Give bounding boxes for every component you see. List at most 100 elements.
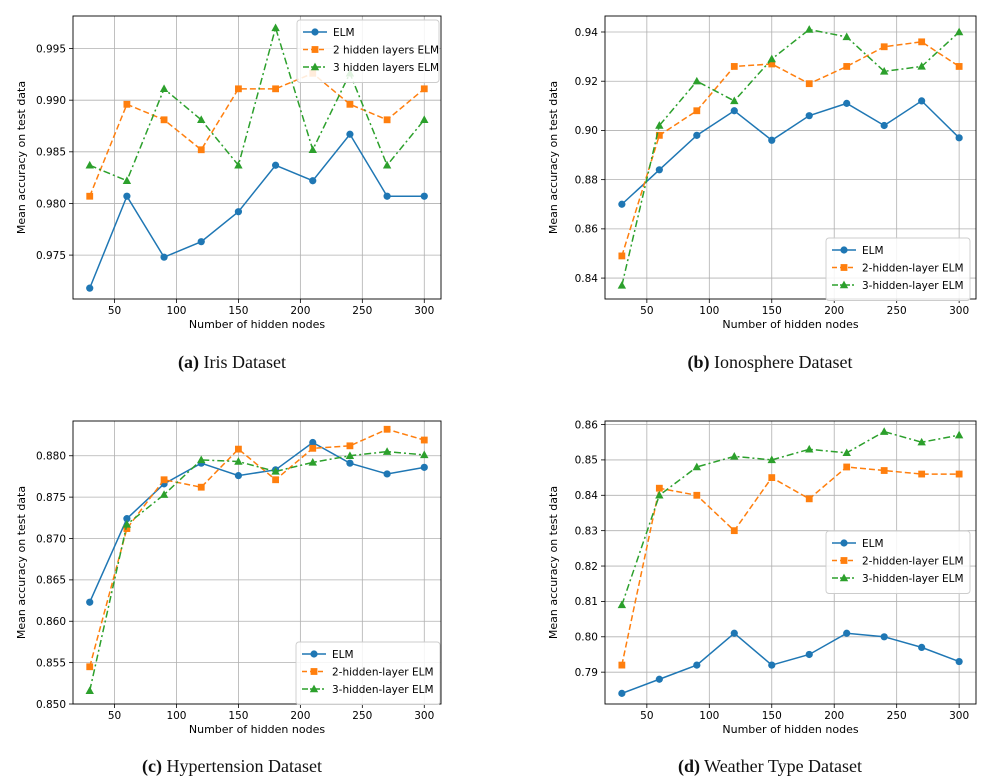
legend-marker xyxy=(311,28,319,36)
data-point xyxy=(122,520,132,528)
series-line xyxy=(89,132,425,289)
data-point xyxy=(309,177,317,185)
data-point xyxy=(383,425,391,433)
data-point xyxy=(235,85,242,93)
data-point xyxy=(917,62,926,70)
data-point xyxy=(918,643,926,652)
data-point xyxy=(955,134,963,142)
x-tick-label: 250 xyxy=(887,305,907,317)
y-axis-label: Mean accuracy on test data xyxy=(15,81,28,234)
legend-label: 3 hidden layers ELM xyxy=(333,62,439,74)
data-point xyxy=(234,208,243,216)
y-tick-label: 0.82 xyxy=(575,561,598,573)
y-axis-label: Mean accuracy on test data xyxy=(15,486,28,639)
data-point xyxy=(85,160,94,169)
data-point xyxy=(692,76,702,85)
y-tick-label: 0.88 xyxy=(575,174,598,186)
data-point xyxy=(805,25,814,33)
x-tick-label: 150 xyxy=(228,710,248,722)
data-point xyxy=(234,472,243,480)
x-tick-label: 50 xyxy=(108,305,121,317)
series-three xyxy=(617,427,964,609)
y-axis-label: Mean accuracy on test data xyxy=(547,81,560,234)
data-point xyxy=(955,657,963,666)
data-point xyxy=(843,629,851,637)
data-point xyxy=(843,463,851,471)
legend-marker xyxy=(839,573,849,582)
x-tick-label: 300 xyxy=(949,305,969,317)
data-point xyxy=(880,633,888,641)
legend-label: ELM xyxy=(862,245,884,257)
data-point xyxy=(235,445,242,453)
data-point xyxy=(768,661,776,669)
legend-marker xyxy=(309,684,319,693)
series-two xyxy=(86,425,428,671)
x-tick-label: 200 xyxy=(824,305,844,317)
series-two xyxy=(86,69,428,200)
series-line xyxy=(621,632,960,695)
legend-label: 2 hidden layers ELM xyxy=(333,44,439,56)
data-point xyxy=(917,437,926,446)
data-point xyxy=(420,85,428,93)
y-tick-label: 0.985 xyxy=(36,147,66,159)
x-tick-label: 250 xyxy=(352,710,372,722)
data-point xyxy=(382,160,392,169)
legend-marker xyxy=(840,264,848,271)
legend-marker xyxy=(310,650,318,658)
series-three xyxy=(85,447,429,694)
data-point xyxy=(86,284,94,292)
data-point xyxy=(768,474,776,481)
data-point xyxy=(805,650,813,659)
data-point xyxy=(346,130,354,138)
x-axis-label: Number of hidden nodes xyxy=(722,723,858,736)
data-point xyxy=(880,467,888,474)
x-tick-label: 100 xyxy=(699,710,719,722)
x-tick-label: 150 xyxy=(762,305,782,317)
y-tick-label: 0.880 xyxy=(36,451,66,463)
data-point xyxy=(730,63,738,70)
series-line xyxy=(88,450,425,691)
data-point xyxy=(767,54,776,63)
data-point xyxy=(383,470,391,478)
caption-d-text: Weather Type Dataset xyxy=(699,756,863,776)
x-tick-label: 50 xyxy=(640,710,653,722)
data-point xyxy=(617,600,627,609)
data-point xyxy=(123,515,131,523)
legend-marker xyxy=(840,557,848,564)
data-point xyxy=(197,455,206,464)
data-point xyxy=(160,476,168,484)
data-point xyxy=(308,457,317,466)
data-point xyxy=(86,192,94,200)
legend-label: 2-hidden-layer ELM xyxy=(862,262,964,274)
data-point xyxy=(955,470,963,478)
data-point xyxy=(617,281,627,289)
data-point xyxy=(730,629,738,637)
x-axis-label: Number of hidden nodes xyxy=(189,318,325,331)
data-point xyxy=(382,447,392,455)
legend-label: 3-hidden-layer ELM xyxy=(862,573,964,585)
series-two xyxy=(618,463,963,669)
data-point xyxy=(767,455,776,464)
data-point xyxy=(655,675,663,683)
legend-label: 2-hidden-layer ELM xyxy=(862,555,964,567)
data-point xyxy=(879,427,889,435)
legend-label: 2-hidden-layer ELM xyxy=(332,666,434,678)
x-axis-label: Number of hidden nodes xyxy=(189,723,325,736)
y-tick-label: 0.79 xyxy=(575,667,598,679)
data-point xyxy=(655,131,663,139)
series-elm xyxy=(618,629,963,697)
data-point xyxy=(86,663,94,671)
data-point xyxy=(805,444,814,453)
x-tick-label: 300 xyxy=(949,710,969,722)
y-tick-label: 0.855 xyxy=(36,657,66,669)
x-tick-label: 100 xyxy=(166,710,186,722)
data-point xyxy=(843,99,851,107)
series-three xyxy=(617,25,964,289)
series-line xyxy=(89,428,425,667)
legend: ELM 2-hidden-layer ELM 3-hidden-layer ELM xyxy=(825,530,971,594)
y-tick-label: 0.90 xyxy=(575,125,598,137)
legend-box xyxy=(825,237,971,301)
data-point xyxy=(843,63,851,70)
y-tick-label: 0.80 xyxy=(575,632,598,644)
